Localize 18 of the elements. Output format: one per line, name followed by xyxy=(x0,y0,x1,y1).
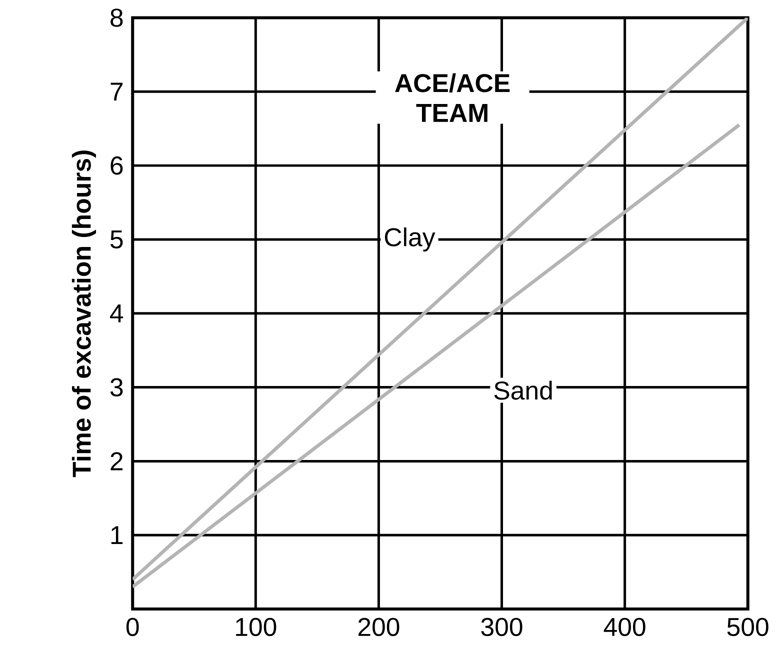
y-tick-label: 5 xyxy=(110,230,123,249)
x-tick-label: 400 xyxy=(604,618,646,636)
y-tick-label: 7 xyxy=(110,82,123,101)
series-label: Clay xyxy=(384,227,436,252)
y-axis-title: Time of excavation (hours) xyxy=(72,150,96,478)
text: Sand xyxy=(494,380,552,400)
annotation: ACE/ACE TEAM xyxy=(395,73,510,122)
y-tick-label: 8 xyxy=(110,8,123,27)
x-tick-label: 0 xyxy=(126,618,139,636)
x-tick-label: 100 xyxy=(236,618,276,636)
x-tick-label: 300 xyxy=(481,618,522,636)
y-tick-label: 1 xyxy=(111,526,123,544)
x-tick-label: 200 xyxy=(358,618,400,636)
y-tick-label: 4 xyxy=(110,304,124,322)
y-tick-label: 3 xyxy=(110,378,123,396)
x-tick-label: 500 xyxy=(727,618,768,636)
y-tick-label: 6 xyxy=(110,156,123,175)
y-tick-label: 2 xyxy=(110,452,123,470)
